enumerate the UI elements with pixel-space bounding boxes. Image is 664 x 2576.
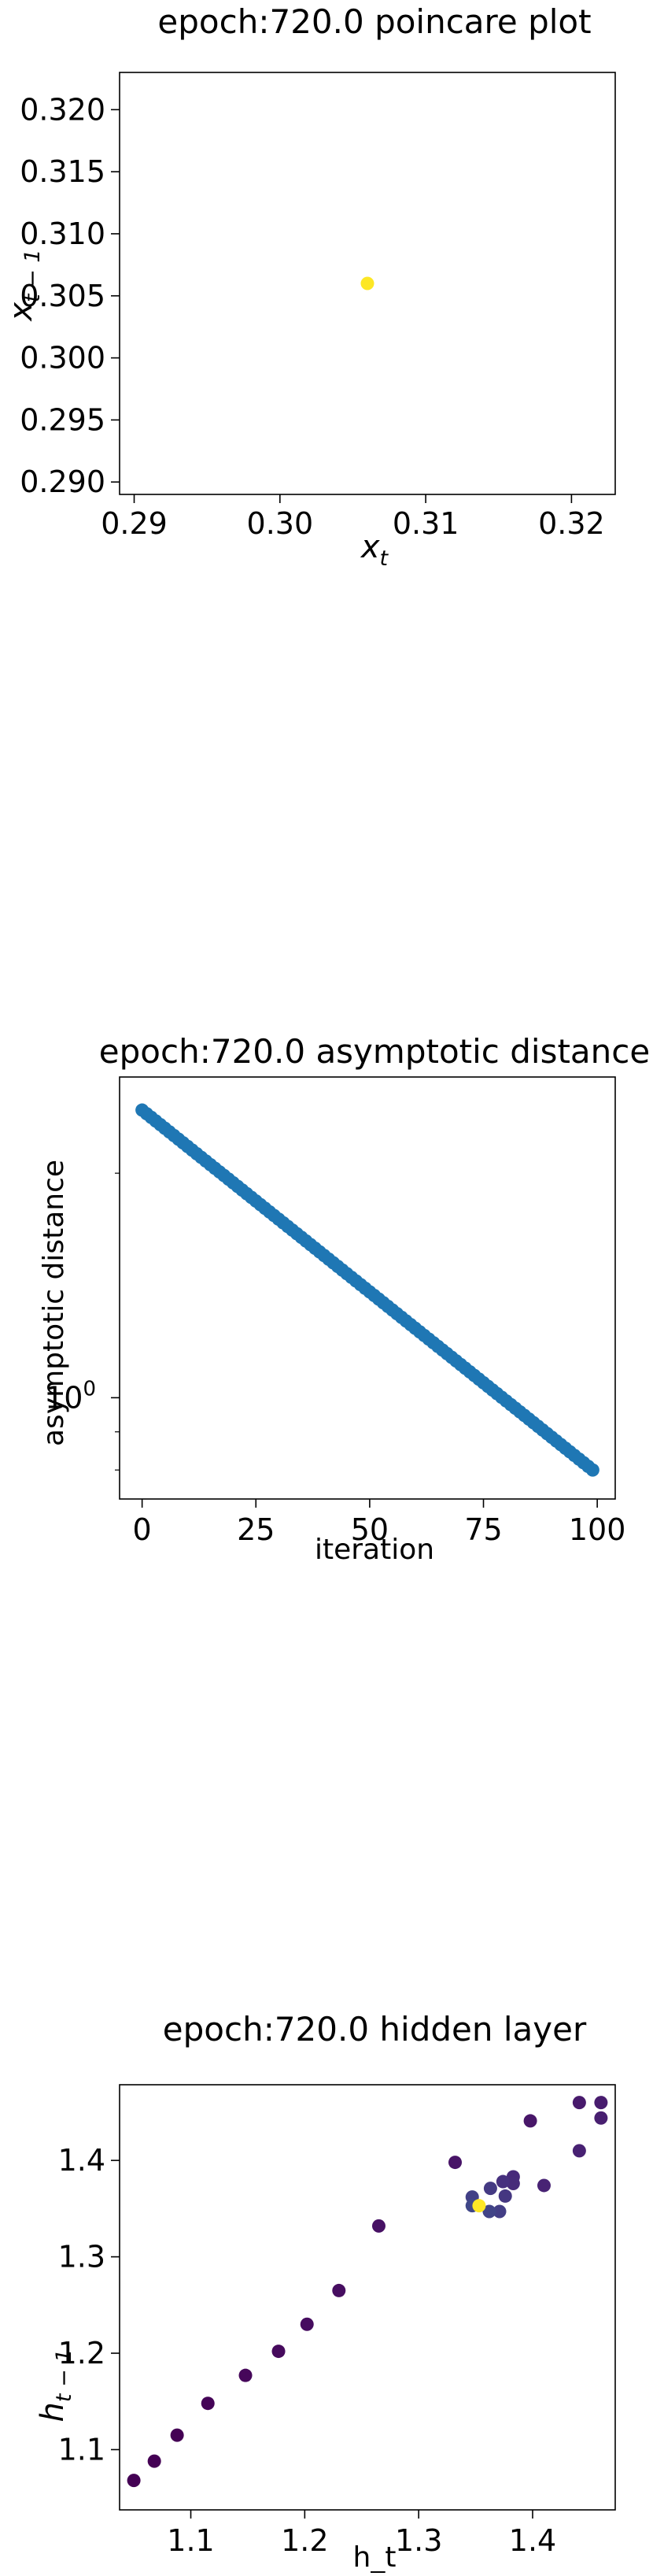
axes-frame: [119, 2084, 616, 2511]
asymptotic-x-ticks: 0 25 50 75 100: [133, 1499, 626, 1547]
data-point: [271, 2345, 286, 2359]
asymptotic-plot-svg: epoch:720.0 asymptotic distance 0 25 50 75 1…: [38, 1032, 650, 1566]
data-point: [332, 2283, 346, 2297]
data-point: [572, 2144, 586, 2158]
y-tick-label: 0.295: [20, 402, 105, 437]
data-point: [472, 2199, 486, 2213]
data-point: [201, 2396, 215, 2411]
x-tick-label: 0.30: [247, 506, 314, 541]
data-point: [572, 2096, 586, 2110]
axes-frame: [119, 72, 616, 495]
x-tick-label: 1.4: [509, 2523, 556, 2558]
hidden-layer-chart: epoch:720.0 hidden layer 1.1 1.2 1.3 1.4 1.…: [0, 2000, 664, 2574]
x-tick-label: 0: [133, 1512, 152, 1547]
poincare-y-label: xt − 1: [3, 249, 45, 322]
data-point: [492, 2204, 507, 2219]
x-tick-label: 0.29: [101, 506, 168, 541]
hidden-layer-plot-svg: epoch:720.0 hidden layer 1.1 1.2 1.3 1.4 1.…: [35, 2010, 616, 2574]
data-point: [498, 2189, 512, 2203]
asymptotic-x-label: iteration: [315, 1534, 434, 1566]
y-tick-label: 0.315: [20, 154, 105, 189]
data-point: [594, 2096, 608, 2110]
y-tick-label: 1.4: [58, 2143, 105, 2178]
x-tick-label: 1.2: [281, 2523, 328, 2558]
axes-frame: [119, 1076, 616, 1500]
data-point: [448, 2156, 463, 2170]
hidden-layer-title: epoch:720.0 hidden layer: [163, 2010, 587, 2049]
data-point: [238, 2368, 253, 2382]
y-tick-label: 0.300: [20, 341, 105, 376]
poincare-x-ticks: 0.29 0.30 0.31 0.32: [101, 494, 605, 541]
data-point: [147, 2454, 161, 2468]
x-tick-label: 100: [569, 1512, 626, 1547]
data-point: [300, 2317, 314, 2331]
poincare-x-label: xt: [360, 529, 389, 571]
y-tick-label: 100: [45, 1377, 96, 1415]
x-tick-label: 1.1: [167, 2523, 214, 2558]
hidden-layer-x-label: h_t: [353, 2541, 397, 2573]
hidden-layer-plot-area: [119, 2084, 616, 2511]
data-point: [594, 2111, 608, 2125]
y-tick-label: 0.290: [20, 464, 105, 499]
x-tick-label: 1.3: [395, 2523, 442, 2558]
x-tick-label: 0.31: [393, 506, 459, 541]
data-point: [483, 2182, 497, 2196]
data-point: [170, 2428, 184, 2442]
hidden-layer-y-label: ht − 1: [35, 2349, 76, 2422]
y-tick-label: 0.310: [20, 217, 105, 251]
data-point: [496, 2174, 510, 2189]
y-tick-label: 1.1: [58, 2432, 105, 2467]
x-tick-label: 75: [464, 1512, 502, 1547]
y-tick-label: 0.320: [20, 92, 105, 127]
hidden-layer-y-ticks: 1.1 1.2 1.3 1.4: [58, 2143, 120, 2467]
poincare-plot-area: [119, 72, 616, 495]
data-point: [537, 2178, 551, 2193]
x-tick-label: 0.32: [538, 506, 605, 541]
data-point: [585, 1463, 599, 1477]
poincare-plot-svg: epoch:720.0 poincare plot 0.29 0.30 0.31 0.…: [3, 2, 616, 571]
data-point: [523, 2114, 537, 2128]
asymptotic-title: epoch:720.0 asymptotic distance: [99, 1032, 650, 1071]
data-point: [506, 2177, 520, 2191]
poincare-chart: epoch:720.0 poincare plot 0.29 0.30 0.31 0.…: [0, 0, 664, 709]
x-tick-label: 25: [237, 1512, 275, 1547]
data-point: [127, 2474, 141, 2488]
x-tick-label: 50: [351, 1512, 389, 1547]
y-tick-label: 1.2: [58, 2336, 105, 2371]
data-point: [482, 2204, 496, 2219]
data-point: [360, 276, 374, 291]
asymptotic-y-label: asymptotic distance: [38, 1160, 70, 1446]
asymptotic-chart: epoch:720.0 asymptotic distance 0 25 50 75 1…: [0, 1023, 664, 1590]
y-tick-label: 1.3: [58, 2240, 105, 2274]
poincare-y-ticks: 0.290 0.295 0.300 0.305 0.310 0.315 0.320: [20, 92, 120, 499]
data-point: [371, 2219, 385, 2233]
asymptotic-y-ticks: 100: [45, 1172, 120, 1471]
hidden-layer-x-ticks: 1.1 1.2 1.3 1.4: [167, 2510, 556, 2558]
asymptotic-plot-area: [119, 1076, 616, 1500]
poincare-title: epoch:720.0 poincare plot: [157, 2, 591, 41]
y-tick-label: 0.305: [20, 279, 105, 313]
